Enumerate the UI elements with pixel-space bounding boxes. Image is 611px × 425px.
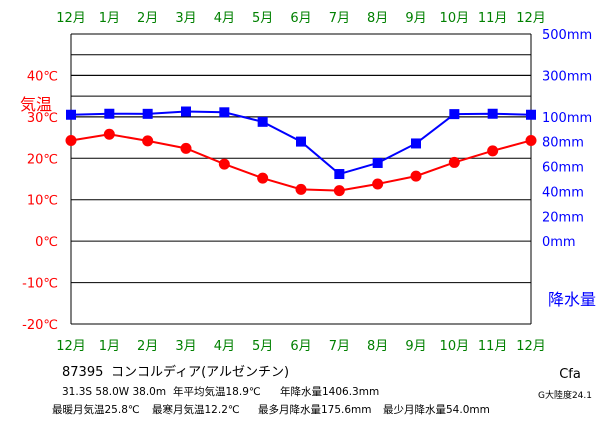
month-label-bottom: 1月 bbox=[99, 339, 120, 354]
precipitation-point bbox=[181, 106, 191, 117]
station-name: コンコルディア(アルゼンチン) bbox=[111, 364, 289, 380]
temperature-tick-label: -10℃ bbox=[22, 277, 58, 292]
temperature-point bbox=[142, 135, 154, 147]
month-labels-top: 12月 1月 2月 3月 4月 5月 6月 7月 8月 9月 10月 11月 12月 bbox=[56, 11, 546, 26]
month-label-bottom: 12月 bbox=[516, 339, 546, 354]
temperature-point bbox=[218, 158, 230, 170]
precipitation-point bbox=[219, 107, 230, 118]
annual-temperature: 年平均気温18.9℃ bbox=[173, 385, 261, 398]
coldest-month-temp: 最寒月気温12.2℃ bbox=[152, 403, 240, 416]
month-label-top: 11月 bbox=[478, 11, 508, 26]
month-label-top: 12月 bbox=[516, 11, 546, 26]
precipitation-tick-labels: 0mm 20mm 40mm 60mm 80mm 100mm 300mm 500mm bbox=[542, 28, 592, 250]
temperature-point bbox=[448, 156, 460, 168]
temperature-point bbox=[295, 183, 307, 195]
month-label-top: 7月 bbox=[329, 11, 350, 26]
station-coords: 31.3S 58.0W 38.0m bbox=[62, 386, 166, 398]
precipitation-tick-label: 300mm bbox=[542, 69, 592, 84]
temperature-tick-label: -20℃ bbox=[22, 318, 58, 333]
precipitation-point bbox=[142, 108, 153, 119]
month-label-bottom: 12月 bbox=[56, 339, 86, 354]
month-labels-bottom: 12月 1月 2月 3月 4月 5月 6月 7月 8月 9月 10月 11月 12月 bbox=[56, 339, 546, 354]
month-label-bottom: 6月 bbox=[290, 339, 311, 354]
temperature-point bbox=[333, 185, 345, 197]
month-label-bottom: 7月 bbox=[329, 339, 350, 354]
temperature-tick-label: 30℃ bbox=[27, 111, 58, 126]
temperature-point bbox=[257, 172, 269, 184]
temperature-point bbox=[487, 145, 499, 157]
precipitation-tick-label: 100mm bbox=[542, 111, 592, 126]
month-label-top: 2月 bbox=[137, 11, 158, 26]
month-label-top: 5月 bbox=[252, 11, 273, 26]
month-label-bottom: 2月 bbox=[137, 339, 158, 354]
precipitation-tick-label: 40mm bbox=[542, 185, 584, 200]
precipitation-point bbox=[526, 109, 536, 120]
warmest-month-temp: 最暖月気温25.8℃ bbox=[52, 403, 140, 416]
precipitation-point bbox=[372, 157, 383, 168]
temperature-point bbox=[103, 128, 115, 140]
month-label-bottom: 4月 bbox=[214, 339, 235, 354]
month-label-top: 4月 bbox=[214, 11, 235, 26]
precipitation-tick-label: 20mm bbox=[542, 210, 584, 225]
precipitation-point bbox=[296, 136, 306, 147]
temperature-tick-label: 20℃ bbox=[27, 152, 58, 167]
month-label-top: 8月 bbox=[367, 11, 388, 26]
precipitation-tick-label: 60mm bbox=[542, 161, 584, 176]
month-label-bottom: 10月 bbox=[440, 339, 470, 354]
station-info: 87395 コンコルディア(アルゼンチン) 31.3S 58.0W 38.0m … bbox=[52, 364, 592, 416]
temperature-point bbox=[372, 178, 384, 190]
temperature-point bbox=[525, 134, 537, 146]
climate-class: Cfa bbox=[559, 367, 581, 382]
driest-month-precip: 最少月降水量54.0mm bbox=[383, 403, 490, 416]
precipitation-point bbox=[449, 109, 460, 120]
wettest-month-precip: 最多月降水量175.6mm bbox=[258, 403, 372, 416]
month-label-bottom: 5月 bbox=[252, 339, 273, 354]
temperature-series bbox=[65, 128, 537, 197]
month-label-bottom: 3月 bbox=[175, 339, 196, 354]
precipitation-point bbox=[487, 108, 498, 119]
month-label-top: 10月 bbox=[440, 11, 470, 26]
month-label-bottom: 9月 bbox=[405, 339, 426, 354]
precipitation-point bbox=[334, 169, 345, 180]
temperature-axis-label: 気温 bbox=[20, 95, 52, 114]
precipitation-tick-label: 80mm bbox=[542, 136, 584, 151]
precipitation-tick-label: 500mm bbox=[542, 28, 592, 43]
precipitation-point bbox=[411, 138, 421, 149]
temperature-point bbox=[410, 170, 422, 182]
precipitation-point bbox=[66, 109, 76, 120]
precipitation-point bbox=[257, 116, 268, 127]
month-label-top: 12月 bbox=[56, 11, 86, 26]
temperature-point bbox=[180, 142, 192, 154]
month-label-top: 1月 bbox=[99, 11, 120, 26]
month-label-top: 9月 bbox=[405, 11, 426, 26]
station-code: 87395 bbox=[62, 365, 103, 380]
temperature-tick-label: 40℃ bbox=[27, 69, 58, 84]
month-label-bottom: 11月 bbox=[478, 339, 508, 354]
precipitation-point bbox=[104, 108, 115, 119]
precipitation-series bbox=[66, 106, 536, 180]
continentality-index: G大陸度24.1 bbox=[538, 389, 592, 401]
annual-precipitation: 年降水量1406.3mm bbox=[280, 385, 379, 398]
precipitation-tick-label: 0mm bbox=[542, 235, 576, 250]
temperature-point bbox=[65, 134, 77, 146]
temperature-tick-label: 0℃ bbox=[35, 235, 58, 250]
temperature-tick-label: 10℃ bbox=[27, 194, 58, 209]
month-label-top: 6月 bbox=[290, 11, 311, 26]
temperature-tick-labels: 40℃ 30℃ 20℃ 10℃ 0℃ -10℃ -20℃ bbox=[22, 69, 58, 333]
month-label-bottom: 8月 bbox=[367, 339, 388, 354]
month-label-top: 3月 bbox=[175, 11, 196, 26]
precipitation-axis-label: 降水量 bbox=[548, 290, 596, 309]
